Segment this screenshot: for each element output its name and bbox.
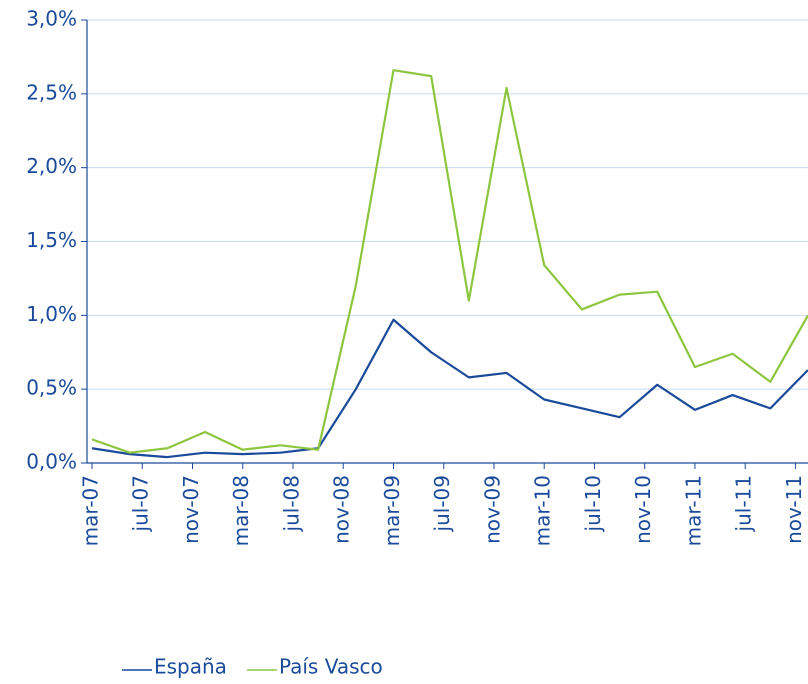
y-tick-label: 2,5% (26, 80, 77, 104)
plot-area (91, 69, 808, 459)
x-tick-label: nov-07 (179, 475, 203, 544)
x-tick-label: mar-08 (229, 475, 253, 546)
x-tick-label: nov-11 (782, 475, 806, 544)
y-tick-label: 3,0% (26, 7, 77, 31)
x-tick-label: jul-07 (129, 475, 153, 532)
x-tick-label: jul-11 (732, 475, 756, 532)
y-tick-label: 1,0% (26, 302, 77, 326)
x-tick-label: nov-10 (631, 475, 655, 544)
series-line (91, 318, 808, 459)
x-tick-label: jul-08 (279, 475, 303, 532)
x-tick-label: mar-10 (531, 475, 555, 546)
x-tick-label: mar-11 (681, 475, 705, 546)
x-tick-label: mar-09 (380, 475, 404, 546)
grid (87, 19, 808, 464)
x-tick-label: mar-07 (79, 475, 103, 546)
y-tick-label: 2,0% (26, 154, 77, 178)
y-tick-label: 0,0% (26, 450, 77, 474)
x-tick-label: nov-08 (330, 475, 354, 544)
x-tick-label: jul-09 (430, 475, 454, 532)
x-tick-label: jul-10 (581, 475, 605, 532)
legend-label: España (154, 655, 227, 679)
legend-label: País Vasco (279, 655, 383, 679)
series-line (91, 69, 808, 454)
axes: 0,0% 0,5% 1,0% 1,5% 2,0% 2,5% 3,0% mar-07 jul-07… (26, 7, 808, 679)
x-tick-label: nov-09 (480, 475, 504, 544)
y-tick-label: 1,5% (26, 228, 77, 252)
y-tick-label: 0,5% (26, 376, 77, 400)
